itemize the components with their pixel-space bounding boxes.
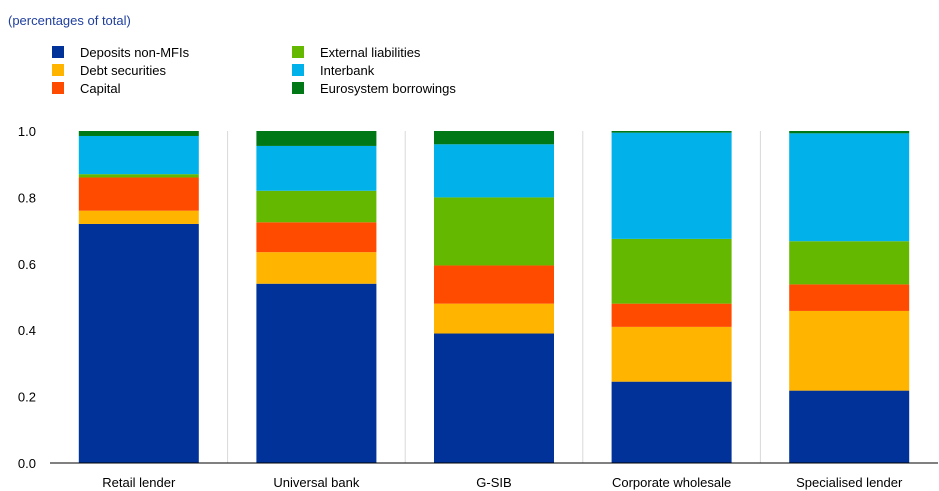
legend-label-capital: Capital: [80, 81, 121, 96]
bar-retail-lender-deposits-non-mfis: [78, 223, 199, 463]
legend-label-deposits-non-mfis: Deposits non-MFIs: [80, 45, 190, 60]
legend-label-debt-securities: Debt securities: [80, 63, 166, 78]
bar-retail-lender-external-liabilities: [78, 174, 199, 178]
bar-g-sib-eurosystem-borrowings: [434, 131, 554, 145]
legend-label-external-liabilities: External liabilities: [320, 45, 421, 60]
bar-specialised-lender-deposits-non-mfis: [789, 390, 910, 463]
legend-swatch-debt-securities: [52, 64, 64, 76]
legend-swatch-capital: [52, 82, 64, 94]
x-tick-label-corporate-wholesale: Corporate wholesale: [612, 475, 731, 490]
bar-corporate-wholesale-interbank: [611, 132, 732, 239]
bar-corporate-wholesale-deposits-non-mfis: [611, 381, 732, 463]
bar-universal-bank-interbank: [256, 145, 377, 191]
legend-swatch-deposits-non-mfis: [52, 46, 64, 58]
x-axis: Retail lender Universal bank G-SIB Corporat…: [50, 462, 938, 490]
bar-universal-bank-deposits-non-mfis: [256, 283, 377, 463]
x-tick-label-universal-bank: Universal bank: [273, 475, 359, 490]
bar-universal-bank-external-liabilities: [256, 190, 377, 223]
legend: Deposits non-MFIs Debt securities Capital E…: [52, 45, 456, 96]
y-tick-label: 0.0: [18, 456, 36, 471]
x-tick-label-specialised-lender: Specialised lender: [796, 475, 903, 490]
bar-retail-lender-interbank: [78, 135, 199, 175]
bar-universal-bank-capital: [256, 222, 377, 253]
bar-specialised-lender-interbank: [789, 133, 910, 242]
y-tick-label: 0.8: [18, 190, 36, 205]
chart-subtitle: (percentages of total): [8, 13, 131, 28]
bar-corporate-wholesale-debt-securities: [611, 326, 732, 382]
bar-specialised-lender-external-liabilities: [789, 241, 910, 285]
bar-g-sib-external-liabilities: [434, 197, 554, 266]
bar-corporate-wholesale-external-liabilities: [611, 238, 732, 304]
bar-g-sib-interbank: [434, 144, 554, 198]
bar-g-sib-deposits-non-mfis: [434, 333, 554, 463]
bar-universal-bank-eurosystem-borrowings: [256, 131, 377, 146]
bar-retail-lender-eurosystem-borrowings: [78, 131, 199, 136]
x-tick-label-g-sib: G-SIB: [476, 475, 511, 490]
bar-retail-lender-debt-securities: [78, 210, 199, 224]
y-tick-label: 0.6: [18, 257, 36, 272]
bar-corporate-wholesale-eurosystem-borrowings: [611, 131, 732, 133]
bar-specialised-lender-eurosystem-borrowings: [789, 131, 910, 134]
y-tick-label: 0.2: [18, 390, 36, 405]
legend-label-eurosystem-borrowings: Eurosystem borrowings: [320, 81, 456, 96]
bars: [78, 131, 910, 463]
gridlines: [227, 131, 761, 463]
bar-retail-lender-capital: [78, 177, 199, 211]
y-tick-label: 0.4: [18, 323, 36, 338]
y-axis: 0.0 0.2 0.4 0.6 0.8 1.0: [18, 124, 36, 471]
bar-g-sib-capital: [434, 265, 554, 304]
bar-specialised-lender-capital: [789, 284, 910, 311]
legend-swatch-external-liabilities: [292, 46, 304, 58]
legend-swatch-eurosystem-borrowings: [292, 82, 304, 94]
bar-corporate-wholesale-capital: [611, 303, 732, 327]
legend-swatch-interbank: [292, 64, 304, 76]
bar-g-sib-debt-securities: [434, 303, 554, 334]
x-tick-label-retail-lender: Retail lender: [102, 475, 176, 490]
legend-label-interbank: Interbank: [320, 63, 375, 78]
bar-universal-bank-debt-securities: [256, 252, 377, 284]
y-tick-label: 1.0: [18, 124, 36, 139]
bar-specialised-lender-debt-securities: [789, 310, 910, 391]
